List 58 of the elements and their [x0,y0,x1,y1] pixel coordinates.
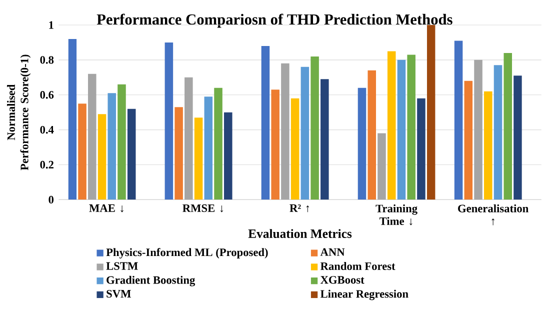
y-tick-label: 0.2 [40,160,54,169]
bar [494,65,502,200]
bar [300,66,310,200]
bar [164,42,174,200]
bar [88,74,96,200]
bar [454,40,463,200]
bar [271,90,280,200]
bar [484,91,492,200]
bar [290,98,300,200]
y-tick-label: 1 [49,21,54,29]
legend-label: Physics-Informed ML (Proposed) [106,248,268,258]
bar [514,76,522,200]
bar [387,51,396,200]
legend-label: LSTM [106,262,138,270]
x-tick-label: R² ↑ [290,204,310,212]
bar [397,60,406,200]
bar [504,52,512,200]
bar [118,84,126,200]
x-tick-label: RMSE ↓ [182,204,224,212]
x-tick-label: Generalisation ↑ [458,204,528,226]
x-axis-title: Evaluation Metrics [248,229,352,238]
y-tick-label: 0.8 [40,56,54,64]
y-axis-title: Normalised Performance Score(0-1) [7,54,31,170]
bar [320,79,329,200]
y-tick-label: 0.6 [40,91,54,99]
legend-label: XGBoost [320,276,364,284]
bar [261,46,270,200]
bar [174,107,183,200]
bar [407,54,416,200]
bar [204,96,213,200]
legend-label: Gradient Boosting [106,276,196,286]
x-tick-label: MAE ↓ [89,204,124,212]
legend-label: Linear Regression [320,290,408,300]
legend-label: ANN [320,248,345,256]
bar [127,108,136,200]
legend-label: Random Forest [320,262,396,270]
bar [426,25,436,200]
bar [417,98,426,200]
bar [98,114,106,200]
bar [194,118,203,200]
bar [214,88,222,200]
bar [184,77,193,200]
chart-title: Performance Compariosn of THD Prediction Methods [96,14,452,28]
bar [224,112,232,200]
x-tick-label: Training Time ↓ [376,204,418,226]
bar [78,104,86,200]
y-tick-label: 0 [48,196,54,204]
bar [474,60,482,200]
bar [108,93,116,200]
legend-label: SVM [106,290,131,298]
y-tick-label: 0.4 [40,126,54,134]
bar [310,56,319,200]
bar [281,63,290,200]
bar [358,88,366,200]
bar [464,80,473,200]
bar [378,133,386,200]
bar [368,70,376,200]
bar [68,38,77,200]
